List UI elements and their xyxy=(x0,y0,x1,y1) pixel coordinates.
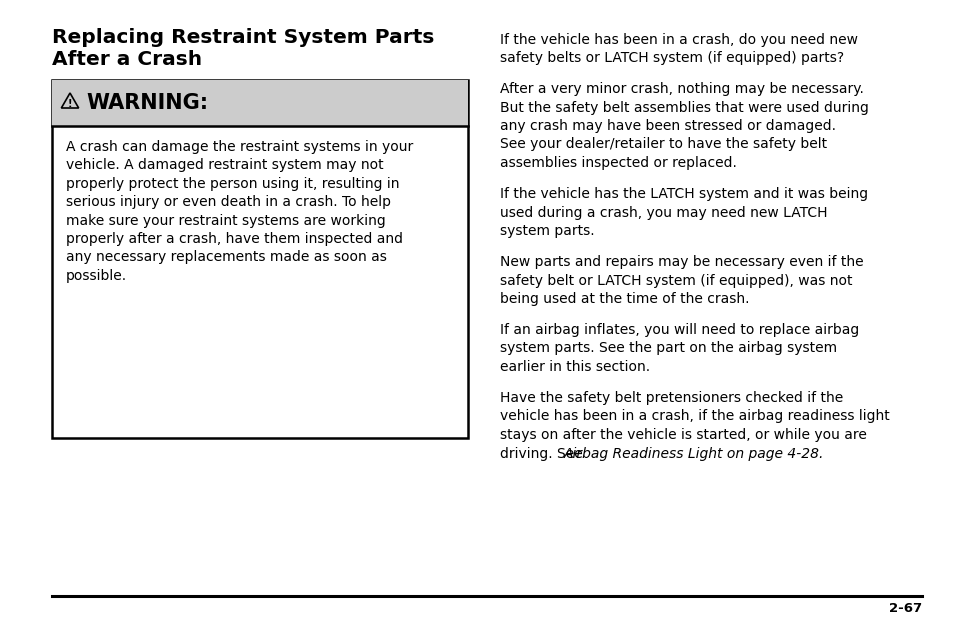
Text: 2-67: 2-67 xyxy=(888,602,921,615)
Text: If an airbag inflates, you will need to replace airbag
system parts. See the par: If an airbag inflates, you will need to … xyxy=(499,323,859,374)
Text: After a very minor crash, nothing may be necessary.
But the safety belt assembli: After a very minor crash, nothing may be… xyxy=(499,82,868,170)
Text: Replacing Restraint System Parts: Replacing Restraint System Parts xyxy=(52,28,434,47)
Text: If the vehicle has the LATCH system and it was being
used during a crash, you ma: If the vehicle has the LATCH system and … xyxy=(499,188,867,238)
Text: driving. See: driving. See xyxy=(499,447,586,461)
Text: WARNING:: WARNING: xyxy=(86,93,208,113)
Text: After a Crash: After a Crash xyxy=(52,50,202,69)
Text: !: ! xyxy=(68,99,72,109)
Text: New parts and repairs may be necessary even if the
safety belt or LATCH system (: New parts and repairs may be necessary e… xyxy=(499,255,862,306)
Text: Have the safety belt pretensioners checked if the
vehicle has been in a crash, i: Have the safety belt pretensioners check… xyxy=(499,391,889,441)
Bar xyxy=(52,80,468,126)
Text: A crash can damage the restraint systems in your
vehicle. A damaged restraint sy: A crash can damage the restraint systems… xyxy=(66,140,413,283)
Bar xyxy=(52,80,468,438)
Text: Airbag Readiness Light on page 4-28.: Airbag Readiness Light on page 4-28. xyxy=(563,447,823,461)
Text: If the vehicle has been in a crash, do you need new
safety belts or LATCH system: If the vehicle has been in a crash, do y… xyxy=(499,33,857,66)
